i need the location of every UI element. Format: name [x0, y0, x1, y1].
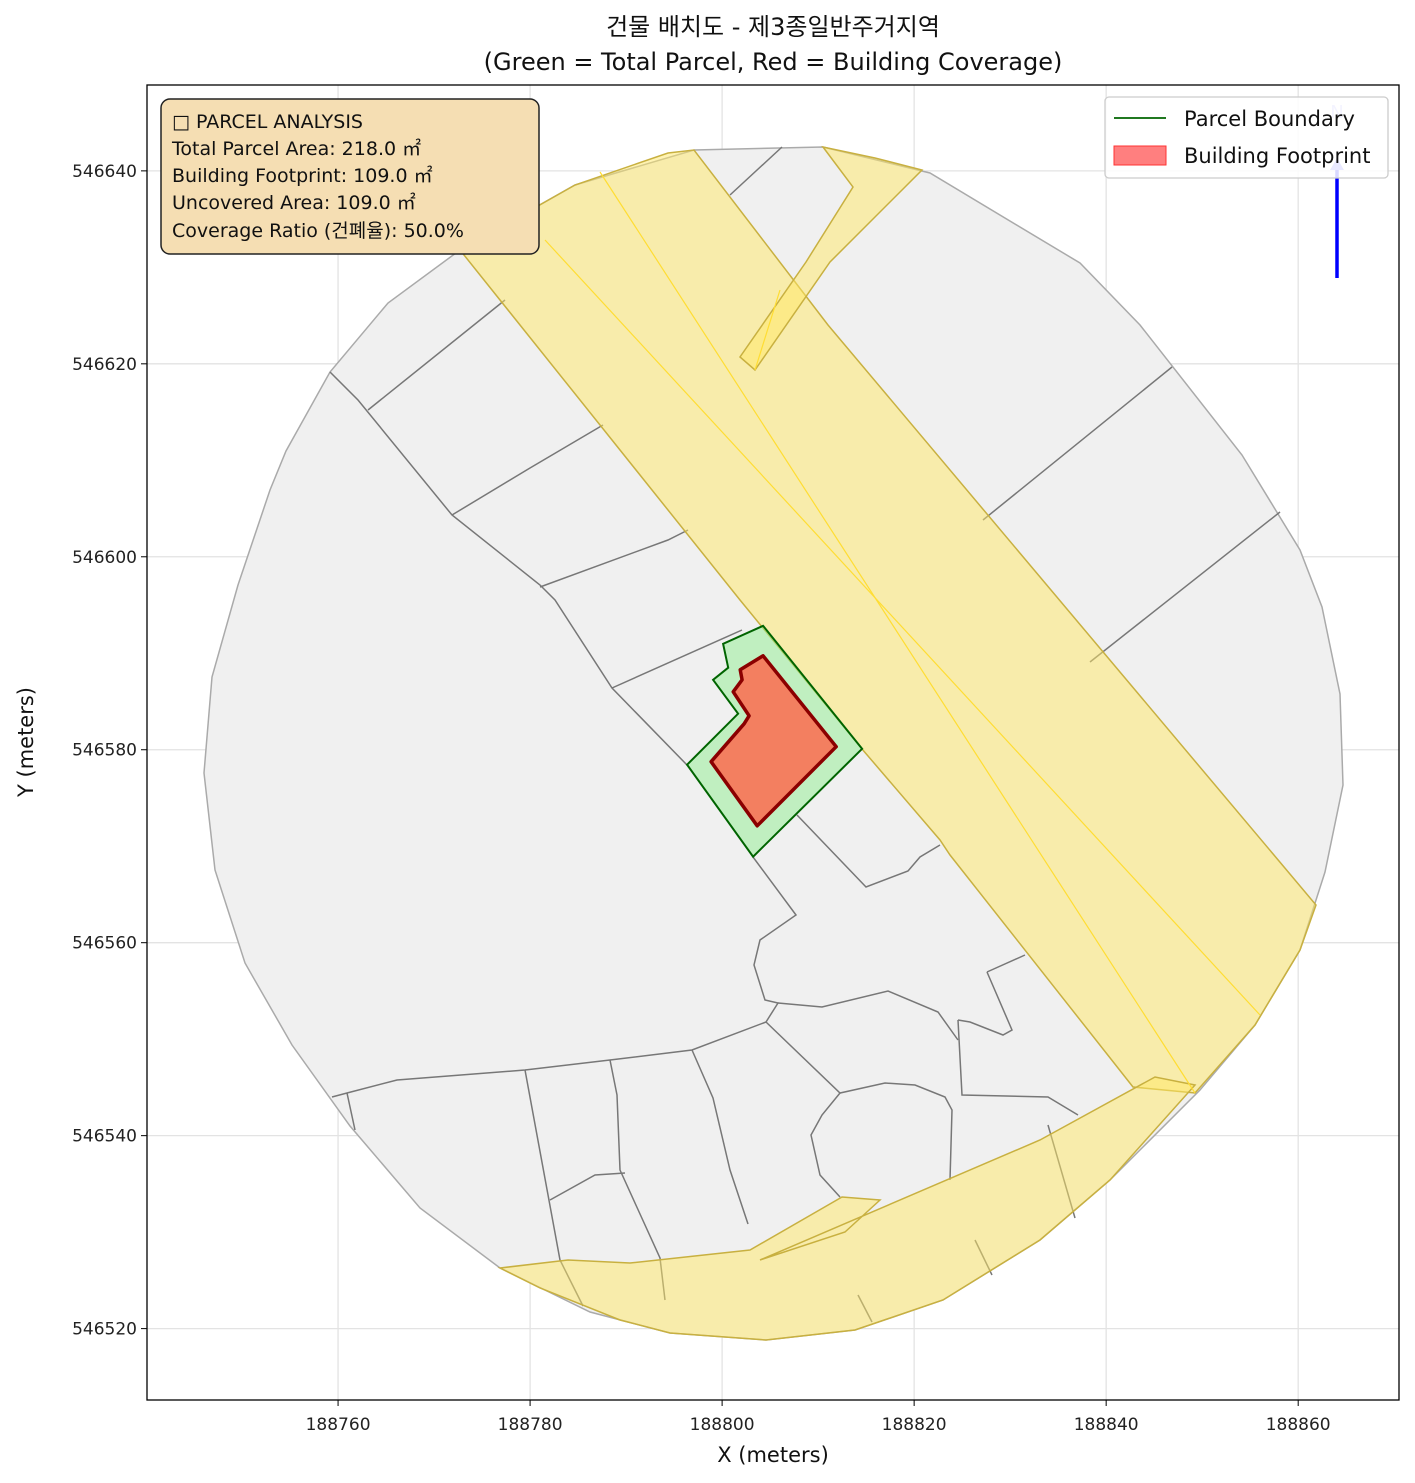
x-tick-label: 188860 — [1266, 1415, 1331, 1435]
legend: Parcel Boundary Building Footprint — [1104, 96, 1389, 179]
info-box: □ PARCEL ANALYSIS Total Parcel Area: 218… — [160, 98, 540, 255]
x-tick-label: 188800 — [690, 1415, 755, 1435]
y-tick-label: 546560 — [72, 934, 137, 954]
info-line: Building Footprint: 109.0 ㎡ — [172, 164, 433, 187]
axes-frame — [146, 84, 1400, 1401]
y-tick-label: 546520 — [72, 1320, 137, 1340]
chart-subtitle: (Green = Total Parcel, Red = Building Co… — [484, 48, 1063, 76]
x-tick-label: 188840 — [1074, 1415, 1139, 1435]
info-heading: □ PARCEL ANALYSIS — [172, 111, 363, 133]
roads — [458, 145, 1317, 1341]
legend-patch-swatch — [1113, 145, 1167, 166]
x-tick-label: 188820 — [882, 1415, 947, 1435]
chart-title: 건물 배치도 - 제3종일반주거지역 — [606, 13, 940, 41]
legend-label: Parcel Boundary — [1184, 107, 1355, 131]
y-tick-label: 546600 — [72, 548, 137, 568]
y-tick-label: 546580 — [72, 741, 137, 761]
x-axis-label: X (meters) — [717, 1443, 829, 1467]
road-south — [497, 1076, 1197, 1341]
road-main — [458, 149, 1317, 1094]
y-tick-label: 546540 — [72, 1127, 137, 1147]
legend-label: Building Footprint — [1184, 144, 1370, 168]
y-ticks: 546520 546540 546560 546580 546600 546620 5466… — [72, 162, 147, 1340]
info-line: Total Parcel Area: 218.0 ㎡ — [171, 137, 421, 160]
x-tick-label: 188760 — [306, 1415, 371, 1435]
building-polygon — [709, 654, 838, 828]
x-tick-label: 188780 — [498, 1415, 563, 1435]
info-line: Uncovered Area: 109.0 ㎡ — [172, 191, 416, 214]
y-axis-label: Y (meters) — [14, 687, 38, 798]
y-tick-label: 546640 — [72, 162, 137, 182]
x-ticks: 188760 188780 188800 188820 188840 188860 — [306, 1400, 1331, 1435]
road-centerlines — [544, 171, 1261, 1094]
info-line: Coverage Ratio (건폐율): 50.0% — [172, 220, 464, 242]
y-tick-label: 546620 — [72, 355, 137, 375]
